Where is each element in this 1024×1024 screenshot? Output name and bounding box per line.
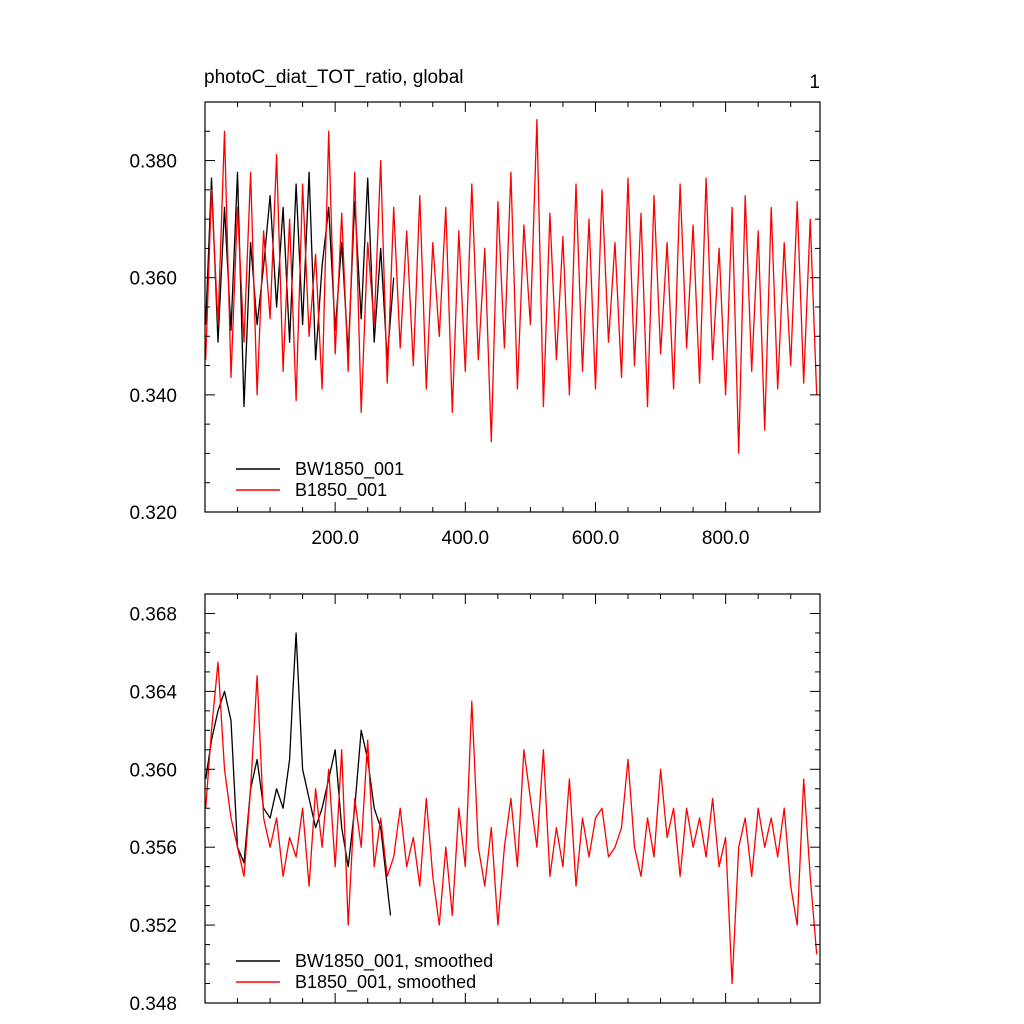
y-tick-label: 0.320 bbox=[129, 503, 177, 524]
legend-label: B1850_001, smoothed bbox=[295, 972, 476, 993]
legend-label: B1850_001 bbox=[295, 480, 387, 501]
series-line-red bbox=[205, 661, 818, 985]
bottom-panel: 0.348 0.352 0.356 0.360 0.364 0.368 BW1850_001… bbox=[129, 593, 821, 1015]
series-line-black bbox=[205, 171, 395, 408]
y-tick-label: 0.368 bbox=[129, 604, 177, 625]
y-tick-label: 0.360 bbox=[129, 760, 177, 781]
y-tick-label: 0.348 bbox=[129, 994, 177, 1015]
x-tick-label: 800.0 bbox=[702, 528, 750, 549]
y-tick-label: 0.364 bbox=[129, 682, 177, 703]
y-tick-label: 0.340 bbox=[129, 386, 177, 407]
chart-title: photoC_diat_TOT_ratio, global bbox=[204, 67, 463, 88]
series-line-black bbox=[205, 632, 392, 916]
panel-number: 1 bbox=[809, 72, 820, 93]
y-tick-label: 0.356 bbox=[129, 838, 177, 859]
y-tick-label: 0.360 bbox=[129, 269, 177, 290]
y-tick-label: 0.352 bbox=[129, 916, 177, 937]
series-line-red bbox=[205, 118, 818, 455]
y-tick-label: 0.380 bbox=[129, 152, 177, 173]
x-tick-label: 600.0 bbox=[572, 528, 620, 549]
legend-label: BW1850_001, smoothed bbox=[295, 951, 493, 972]
x-tick-label: 400.0 bbox=[442, 528, 490, 549]
plot-frame bbox=[204, 101, 821, 513]
x-tick-label: 200.0 bbox=[311, 528, 359, 549]
plot-frame bbox=[204, 593, 821, 1004]
top-panel: 200.0 400.0 600.0 800.0 0.320 0.340 0.360 0.380… bbox=[129, 101, 821, 549]
legend-label: BW1850_001 bbox=[295, 459, 404, 480]
